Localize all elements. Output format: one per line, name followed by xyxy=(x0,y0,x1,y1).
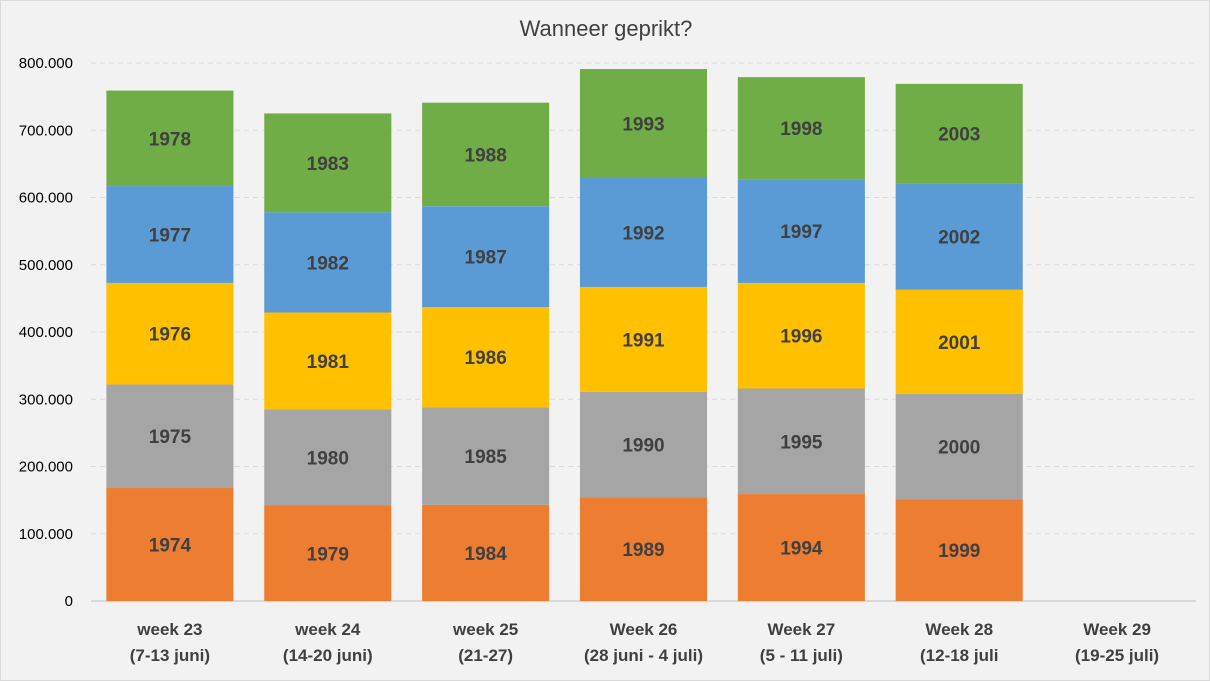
bar-segment xyxy=(895,499,1023,601)
bar-segment xyxy=(106,384,234,489)
y-tick-label: 500.000 xyxy=(19,257,73,274)
bar-segment xyxy=(737,77,865,180)
bar-segment-label: 1974 xyxy=(149,536,192,557)
chart-title: Wanneer geprikt? xyxy=(520,16,693,41)
bar-segment xyxy=(579,391,708,498)
bar-segment-label: 1992 xyxy=(622,223,664,244)
bar-segment-label: 1985 xyxy=(465,447,508,468)
bar-segment-label: 1976 xyxy=(149,325,191,346)
x-tick-label: Week 29 xyxy=(1083,620,1151,639)
bar-segment-label: 1989 xyxy=(622,540,664,561)
bar-segment xyxy=(106,90,234,187)
x-tick-label: (5 - 11 juli) xyxy=(760,646,843,665)
bar-segment-label: 1991 xyxy=(622,330,665,351)
bar-segment-label: 2001 xyxy=(938,333,981,354)
bar-segment xyxy=(422,206,550,308)
bar-segment xyxy=(422,407,550,505)
bar-segment xyxy=(579,497,708,601)
segment-labels: 1974 1975 1976 1977 1978 1979 1980 1981 1982 1983… xyxy=(149,115,981,566)
bar-segment xyxy=(264,212,392,313)
x-tick-label: (14-20 juni) xyxy=(283,646,373,665)
bar-segment-label: 1978 xyxy=(149,129,191,150)
bar-segment-label: 1997 xyxy=(780,222,822,243)
y-tick-label: 700.000 xyxy=(19,122,73,139)
y-tick-label: 0 xyxy=(65,593,73,610)
bars xyxy=(106,69,1023,601)
bar-segment xyxy=(895,393,1023,500)
x-tick-label: Week 27 xyxy=(767,620,835,639)
y-tick-label: 300.000 xyxy=(19,391,73,408)
x-tick-label: (28 juni - 4 juli) xyxy=(584,646,703,665)
bar-segment xyxy=(737,494,865,601)
bar-segment-label: 1986 xyxy=(465,348,507,369)
bar-segment xyxy=(895,83,1023,184)
bar-segment-label: 2000 xyxy=(938,438,980,459)
bar-segment-label: 1996 xyxy=(780,327,822,348)
x-tick-label: week 24 xyxy=(294,620,361,639)
x-axis-ticks: week 23 (7-13 juni) week 24 (14-20 juni) wee… xyxy=(130,620,1159,665)
y-tick-label: 100.000 xyxy=(19,526,73,543)
bar-segment xyxy=(579,286,708,392)
bar-segment-label: 1990 xyxy=(622,436,664,457)
bar-segment-label: 1975 xyxy=(149,427,192,448)
bar-segment-label: 1981 xyxy=(307,352,350,373)
x-tick-label: Week 26 xyxy=(610,620,678,639)
bar-segment-label: 1987 xyxy=(465,248,507,269)
bar-segment-label: 1988 xyxy=(465,145,507,166)
bar-segment-label: 1995 xyxy=(780,432,823,453)
y-axis-ticks: 0 100.000 200.000 300.000 400.000 500.000 600.… xyxy=(19,55,73,610)
bar-segment xyxy=(264,505,392,601)
x-tick-label: (21-27) xyxy=(458,646,513,665)
y-tick-label: 800.000 xyxy=(19,55,73,72)
bar-segment xyxy=(895,183,1023,290)
bar-segment-label: 1983 xyxy=(307,154,349,175)
x-tick-label: (19-25 juli) xyxy=(1075,646,1159,665)
bar-segment xyxy=(737,388,865,495)
bar-segment xyxy=(106,488,234,601)
bar-segment-label: 1980 xyxy=(307,448,349,469)
y-tick-label: 400.000 xyxy=(19,324,73,341)
bar-segment xyxy=(264,113,392,213)
y-tick-label: 600.000 xyxy=(19,190,73,207)
bar-segment-label: 1994 xyxy=(780,539,823,560)
bar-segment-label: 1977 xyxy=(149,225,191,246)
bar-segment xyxy=(579,177,708,287)
bar-segment-label: 1982 xyxy=(307,253,349,274)
bar-segment-label: 1984 xyxy=(465,544,508,565)
bar-segment xyxy=(106,282,234,385)
bar-segment-label: 2002 xyxy=(938,228,980,249)
bar-segment xyxy=(579,69,708,178)
bar-segment xyxy=(264,409,392,506)
bar-segment-label: 1999 xyxy=(938,541,980,562)
x-tick-label: Week 28 xyxy=(925,620,993,639)
bar-segment-label: 1979 xyxy=(307,544,349,565)
x-tick-label: (7-13 juni) xyxy=(130,646,210,665)
bar-segment xyxy=(422,102,550,207)
y-tick-label: 200.000 xyxy=(19,459,73,476)
bar-segment xyxy=(737,282,865,389)
x-tick-label: week 25 xyxy=(452,620,518,639)
bar-segment xyxy=(737,179,865,283)
bar-segment xyxy=(422,504,550,601)
x-tick-label: (12-18 juli xyxy=(920,646,998,665)
bar-segment xyxy=(264,312,392,410)
x-tick-label: week 23 xyxy=(136,620,202,639)
bar-segment xyxy=(106,186,234,283)
bar-segment-label: 1998 xyxy=(780,119,822,140)
bar-segment xyxy=(895,289,1023,394)
bar-segment-label: 1993 xyxy=(622,115,664,136)
bar-segment-label: 2003 xyxy=(938,125,980,146)
bar-segment xyxy=(422,307,550,408)
